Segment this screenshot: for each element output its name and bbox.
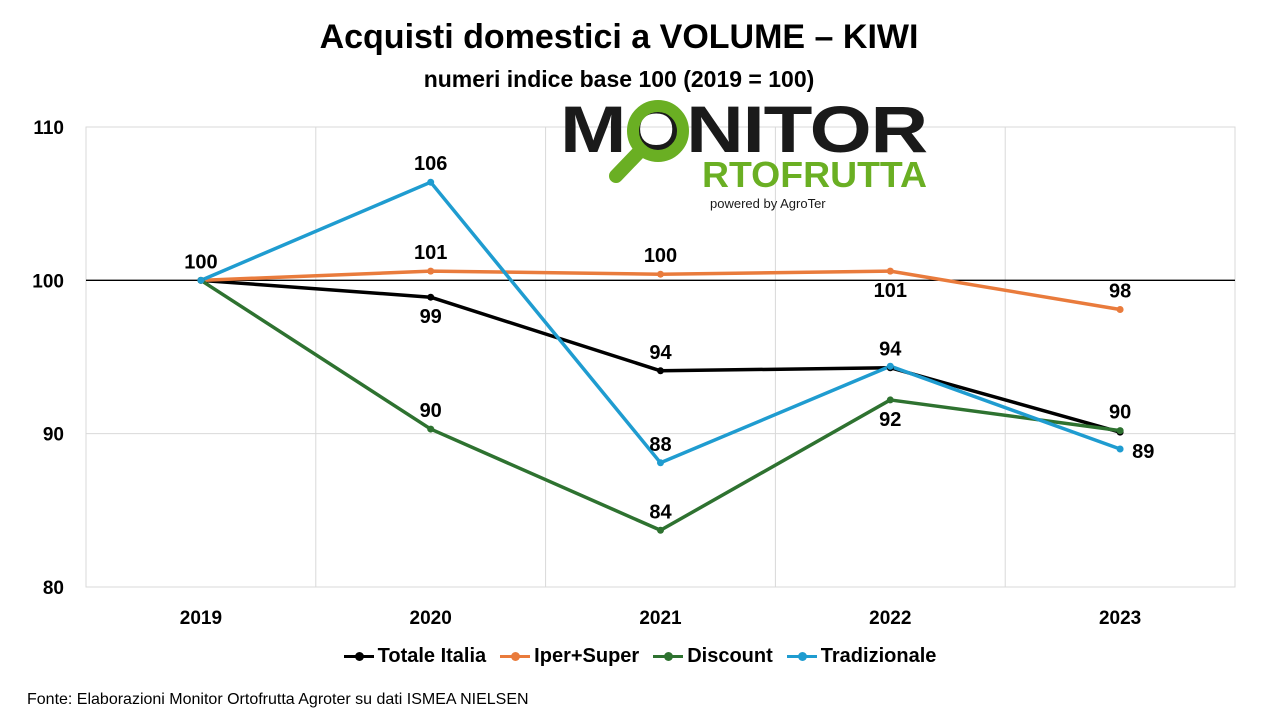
data-point: [1116, 445, 1124, 453]
legend-item-tradizionale: Tradizionale: [786, 645, 937, 668]
legend-swatch: [653, 652, 684, 661]
x-tick-label: 2020: [410, 608, 452, 629]
legend-item-totale-italia: Totale Italia: [343, 645, 487, 668]
magnifier-handle: [609, 144, 647, 183]
data-point: [427, 178, 435, 186]
data-label: 90: [1109, 402, 1131, 424]
logo-powered-by: powered by AgroTer: [710, 196, 826, 211]
data-label: 94: [879, 339, 902, 361]
chart-subtitle: numeri indice base 100 (2019 = 100): [423, 66, 815, 92]
data-label: 101: [874, 280, 907, 302]
data-point: [886, 396, 894, 404]
data-point: [886, 267, 894, 275]
magnifier-icon: [627, 100, 689, 162]
data-label: 99: [420, 306, 442, 328]
data-label: 90: [420, 400, 442, 422]
series-line-discount: [199, 278, 1121, 533]
data-point: [886, 362, 894, 370]
x-tick-label: 2023: [1099, 608, 1141, 629]
chart-title: Acquisti domestici a VOLUME – KIWI: [319, 18, 919, 56]
x-tick-label: 2019: [180, 608, 222, 629]
data-point: [657, 367, 664, 375]
legend-label: Totale Italia: [377, 645, 487, 667]
data-label: 106: [414, 153, 447, 175]
data-label: 92: [879, 409, 901, 431]
source-note: Fonte: Elaborazioni Monitor Ortofrutta A…: [27, 691, 529, 708]
y-tick-label: 80: [43, 578, 64, 599]
y-tick-label: 100: [32, 271, 64, 292]
y-tick-label: 90: [43, 425, 64, 446]
series-line-tradizionale: [200, 180, 1121, 465]
logo-line2: RTOFRUTTA: [702, 154, 927, 195]
data-point: [427, 425, 435, 433]
legend-item-discount: Discount: [653, 645, 773, 668]
x-tick-label: 2022: [869, 608, 911, 629]
y-tick-label: 110: [33, 118, 64, 139]
data-point: [427, 293, 435, 301]
data-point: [197, 276, 205, 284]
legend: Totale Italia Iper+Super Discount Tradiz…: [0, 645, 1280, 668]
data-label: 94: [649, 342, 672, 364]
data-point: [657, 270, 664, 278]
data-label: 84: [649, 501, 672, 523]
data-label: 89: [1132, 441, 1154, 463]
legend-swatch: [786, 652, 817, 661]
legend-item-iper-super: Iper+Super: [500, 645, 639, 668]
legend-label: Iper+Super: [534, 645, 640, 667]
legend-swatch: [343, 652, 374, 661]
legend-label: Discount: [687, 645, 773, 667]
data-point: [657, 459, 664, 467]
data-point: [657, 526, 664, 534]
x-tick-label: 2021: [639, 608, 682, 629]
monitor-ortofrutta-logo: MONITOR RTOFRUTTA powered by AgroTer: [560, 96, 928, 211]
data-label: 98: [1109, 280, 1131, 302]
legend-label: Tradizionale: [820, 645, 937, 667]
logo-line1: MONITOR: [560, 96, 927, 166]
data-label: 101: [414, 242, 447, 264]
legend-swatch: [500, 652, 531, 661]
data-label: 100: [644, 245, 677, 267]
data-point: [1116, 305, 1124, 313]
data-label: 100: [184, 251, 217, 273]
data-point: [427, 267, 435, 275]
data-label: 88: [649, 434, 671, 456]
data-point: [1116, 427, 1124, 435]
